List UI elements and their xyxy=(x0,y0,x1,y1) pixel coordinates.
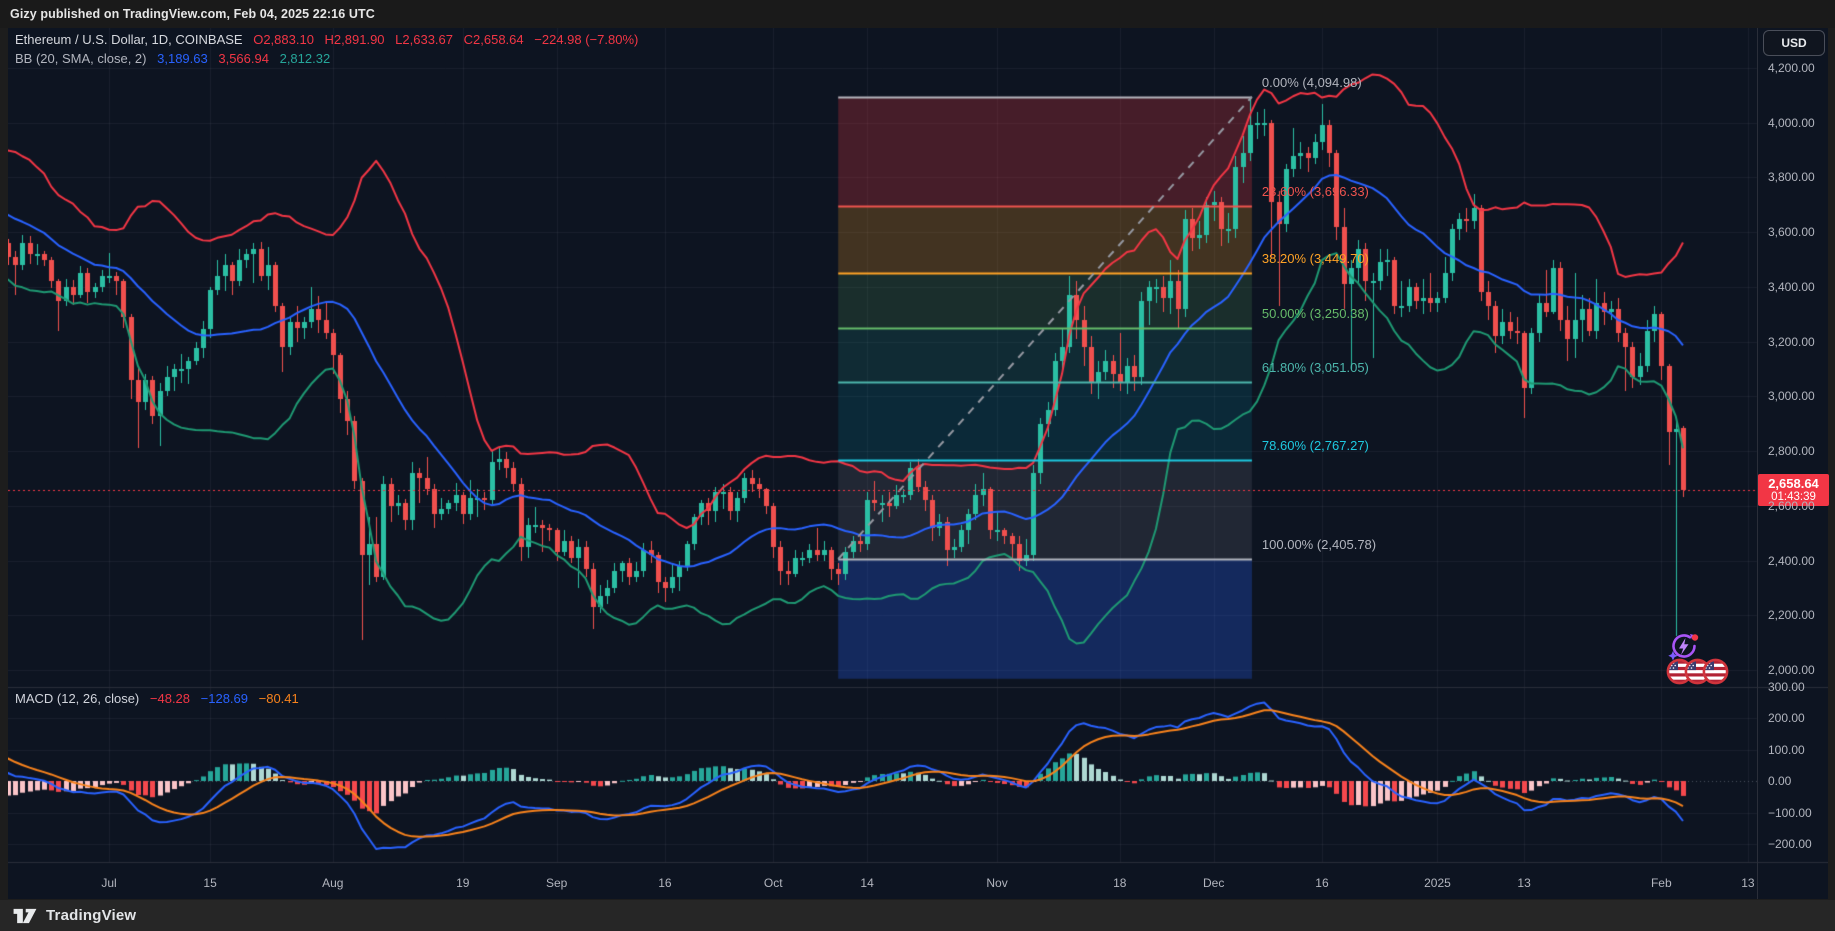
price-tick-label: 2,000.00 xyxy=(1768,663,1815,677)
attribution-bar: Gizy published on TradingView.com, Feb 0… xyxy=(0,0,1835,28)
price-tick-label: 3,000.00 xyxy=(1768,389,1815,404)
macd-tick-label: 200.00 xyxy=(1768,711,1805,725)
price-tick-label: 4,200.00 xyxy=(1768,61,1815,75)
macd-tick-label: 0.00 xyxy=(1768,774,1792,788)
time-tick-label: 14 xyxy=(860,876,874,890)
current-price-value: 2,658.64 xyxy=(1768,475,1819,491)
price-tick-label: 2,600.00 xyxy=(1768,498,1815,513)
attribution-text: Gizy published on TradingView.com, Feb 0… xyxy=(10,7,375,21)
time-tick-label: Aug xyxy=(322,876,344,890)
tradingview-logo-icon[interactable] xyxy=(12,906,38,926)
chart-canvas[interactable] xyxy=(8,28,1828,899)
chart-widget: Ethereum / U.S. Dollar, 1D, COINBASE O2,… xyxy=(8,28,1829,899)
tradingview-brand-text[interactable]: TradingView xyxy=(46,907,137,924)
time-tick-label: 16 xyxy=(1315,876,1329,890)
time-tick-label: Dec xyxy=(1202,876,1225,890)
price-tick-label: 3,800.00 xyxy=(1768,170,1815,185)
price-tick-label: 3,200.00 xyxy=(1768,334,1815,349)
time-tick-label: 2025 xyxy=(1424,876,1451,890)
price-tick-label: 2,400.00 xyxy=(1768,553,1815,568)
price-axis[interactable]: USD 2,658.64 01:43:39 4,200.00 4,000.00 3,… xyxy=(1757,28,1829,899)
time-tick-label: Nov xyxy=(986,876,1008,890)
price-tick-label: 2,200.00 xyxy=(1768,608,1815,623)
footer-bar: TradingView xyxy=(0,900,1835,931)
price-tick-label: 2,800.00 xyxy=(1768,444,1815,459)
currency-button[interactable]: USD xyxy=(1763,30,1825,56)
price-tick-label: 3,400.00 xyxy=(1768,279,1815,294)
time-tick-label: Sep xyxy=(545,876,568,890)
time-tick-label: 16 xyxy=(658,876,672,890)
time-tick-label: Jul xyxy=(101,876,117,890)
time-axis[interactable]: Jul 15 Aug 19 Sep 16 Oct 14 Nov 18 Dec 16 2025 13 Feb 1… xyxy=(8,862,1757,899)
time-tick-label: 15 xyxy=(203,876,217,890)
price-tick-label: 4,000.00 xyxy=(1768,115,1815,130)
current-price-badge: 2,658.64 01:43:39 xyxy=(1758,473,1829,506)
price-tick-label: 3,600.00 xyxy=(1768,225,1815,240)
macd-tick-label: 300.00 xyxy=(1768,679,1805,694)
macd-tick-label: 100.00 xyxy=(1768,742,1805,757)
macd-tick-label: −200.00 xyxy=(1768,837,1812,851)
time-tick-label: Feb xyxy=(1650,876,1672,890)
time-tick-label: 13 xyxy=(1517,876,1531,890)
time-tick-label: 19 xyxy=(456,876,470,890)
macd-tick-label: −100.00 xyxy=(1768,805,1812,820)
time-tick-label: 13 xyxy=(1741,876,1755,890)
time-tick-label: Oct xyxy=(763,876,783,890)
bar-countdown: 01:43:39 xyxy=(1771,490,1816,503)
time-tick-label: 18 xyxy=(1113,876,1127,890)
